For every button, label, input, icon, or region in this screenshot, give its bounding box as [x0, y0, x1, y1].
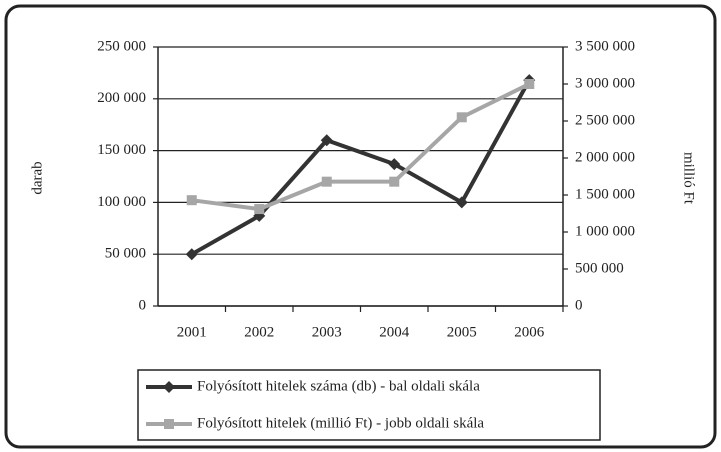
x-tick-label: 2005 [447, 324, 477, 340]
y-tick-label: 250 000 [97, 38, 146, 54]
x-tick-label: 2003 [312, 324, 342, 340]
y-tick-label: 150 000 [97, 142, 146, 158]
marker [320, 134, 333, 147]
y2-tick-label: 3 500 000 [575, 38, 635, 54]
y2-tick-label: 1 500 000 [575, 186, 635, 202]
marker [185, 248, 198, 261]
marker [164, 419, 174, 429]
marker [524, 79, 535, 89]
x-tick-label: 2001 [177, 324, 207, 340]
y-axis-label: darab [29, 161, 45, 194]
y-tick-label: 200 000 [97, 90, 146, 106]
y2-tick-label: 500 000 [575, 260, 624, 276]
legend-label: Folyósított hitelek (millió Ft) - jobb o… [197, 415, 484, 431]
x-tick-label: 2006 [514, 324, 545, 340]
y-tick-label: 50 000 [105, 246, 146, 262]
legend-label: Folyósított hitelek száma (db) - bal old… [197, 378, 480, 394]
legend-box [137, 369, 601, 441]
marker [254, 204, 265, 215]
y2-tick-label: 2 500 000 [575, 112, 635, 128]
marker [456, 112, 467, 123]
marker [163, 381, 175, 393]
x-tick-label: 2002 [244, 324, 274, 340]
marker [389, 176, 400, 187]
y-tick-label: 0 [139, 297, 147, 313]
marker [388, 158, 401, 171]
y2-tick-label: 3 000 000 [575, 75, 635, 91]
x-tick-label: 2004 [379, 324, 410, 340]
y2-tick-label: 2 000 000 [575, 149, 635, 165]
series-line [191, 82, 531, 212]
marker [455, 196, 468, 209]
chart-frame [4, 4, 717, 449]
series-line [190, 79, 532, 256]
marker [186, 195, 197, 206]
y2-tick-label: 0 [575, 297, 583, 313]
marker [321, 176, 332, 187]
y-tick-label: 100 000 [97, 194, 146, 210]
y2-tick-label: 1 000 000 [575, 223, 635, 239]
y2-axis-label: millió Ft [681, 152, 697, 205]
